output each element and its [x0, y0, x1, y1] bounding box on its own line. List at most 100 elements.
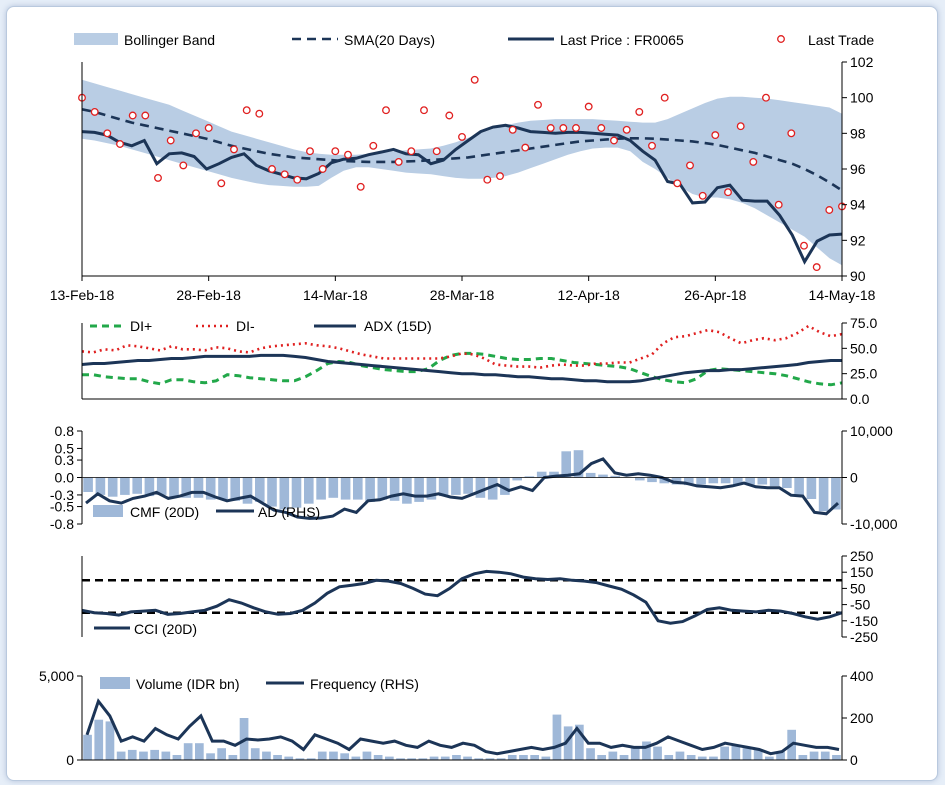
cmf-left-tick-label: 0.5 [55, 440, 75, 456]
cmf-bar [205, 477, 216, 500]
last-trade-point [420, 106, 428, 115]
volume-bar [697, 756, 707, 760]
volume-bar [295, 758, 305, 760]
volume-bar [798, 755, 808, 760]
cmf-bar [377, 477, 388, 500]
cmf-bar [255, 477, 265, 502]
last-trade-point [610, 136, 618, 145]
price-x-tick-label: 13-Feb-18 [50, 287, 115, 303]
last-trade-point [812, 263, 821, 272]
cmf-bar [414, 477, 424, 502]
cmf-bar [389, 477, 400, 501]
price-x-tick-label: 28-Mar-18 [430, 287, 495, 303]
volume-bar [284, 756, 294, 760]
cmf-bar [684, 477, 694, 486]
cmf-bar [659, 477, 670, 484]
last-trade-point [382, 106, 390, 115]
last-trade-point [698, 191, 707, 200]
cci-line [81, 569, 843, 625]
cci-right-tick-label: 50 [850, 580, 866, 596]
cmf-bar [745, 477, 755, 485]
last-trade-point [483, 175, 492, 184]
last-trade-point [179, 161, 188, 170]
cci-right-tick-label: -250 [850, 629, 878, 645]
cmf-bar [316, 477, 326, 500]
cmf-bar [402, 477, 412, 504]
cmf-bar [451, 477, 461, 495]
volume-bar [642, 741, 651, 760]
volume-bar [619, 755, 629, 760]
volume-bar [820, 751, 830, 760]
last-trade-point [686, 161, 694, 170]
last-trade-point [825, 206, 834, 214]
last-trade-point [407, 147, 416, 156]
volume-bar [161, 751, 171, 760]
last-price-line [81, 123, 843, 265]
dmi-right-tick-label: 25.0 [850, 366, 877, 382]
volume-bar [362, 751, 372, 760]
last-trade-point [508, 125, 517, 134]
last-trade-point [369, 141, 378, 150]
volume-bar [195, 743, 204, 760]
volume-bar [742, 748, 752, 760]
cmf-left-tick-label: -0.5 [50, 499, 74, 515]
dmi-right-tick-label: 0.0 [850, 391, 870, 407]
cmf-bar [426, 477, 437, 500]
price-x-tick-label: 12-Apr-18 [558, 287, 620, 303]
last-trade-point [736, 122, 745, 131]
volume-bar [496, 758, 506, 760]
cmf-bar [83, 477, 93, 492]
volume-bar [217, 748, 226, 760]
bollinger-band-area [82, 79, 842, 266]
cmf-bar [340, 477, 351, 500]
volume-bar [563, 726, 573, 760]
cmf-bar [291, 477, 302, 508]
cmf-bar [635, 477, 645, 481]
legend-last-price-label: Last Price : FR0065 [560, 32, 684, 48]
legend-di-minus-label: DI- [236, 318, 255, 334]
cmf-bar [132, 477, 142, 494]
last-trade-point [344, 150, 352, 159]
last-trade-point [774, 200, 783, 209]
volume-bar [608, 751, 618, 760]
cmf-bar [561, 451, 571, 478]
last-trade-point [394, 157, 403, 166]
volume-bar [463, 756, 472, 760]
volume-bar [262, 751, 271, 760]
volume-bar [329, 751, 338, 760]
last-trade-point [546, 124, 555, 132]
last-trade-point [622, 125, 631, 134]
volume-bar [206, 753, 215, 760]
dmi-right-tick-label: 50.0 [850, 340, 877, 356]
volume-bar [250, 748, 260, 760]
legend-sma-label: SMA(20 Days) [344, 32, 435, 48]
last-trade-point [318, 165, 327, 173]
volume-bar [541, 756, 551, 760]
ad-line [85, 457, 840, 520]
volume-left-tick-label: 5,000 [39, 668, 74, 684]
volume-bar [765, 756, 774, 760]
ad-right-tick-label: 0 [850, 470, 858, 486]
cmf-bar [193, 477, 204, 498]
cmf-bar [647, 477, 657, 483]
volume-bar [753, 749, 763, 760]
cmf-bar [242, 477, 253, 504]
adx-line [81, 353, 842, 384]
volume-bar [373, 755, 383, 760]
last-trade-point [432, 147, 441, 156]
volume-bar [485, 758, 495, 760]
volume-bar [597, 755, 606, 760]
cmf-bar [524, 476, 535, 478]
price-x-tick-label: 28-Feb-18 [176, 287, 241, 303]
cmf-left-tick-label: -0.8 [50, 516, 74, 532]
volume-bar [105, 721, 115, 760]
volume-bar [351, 756, 361, 760]
volume-bar [530, 755, 539, 760]
volume-bar [127, 749, 137, 760]
last-trade-point [166, 136, 175, 145]
legend-bollinger-swatch [74, 33, 118, 45]
volume-bar [809, 751, 819, 760]
last-trade-point [306, 147, 314, 156]
ad-right-tick-label: 10,000 [850, 423, 893, 439]
cmf-bar [120, 477, 130, 495]
